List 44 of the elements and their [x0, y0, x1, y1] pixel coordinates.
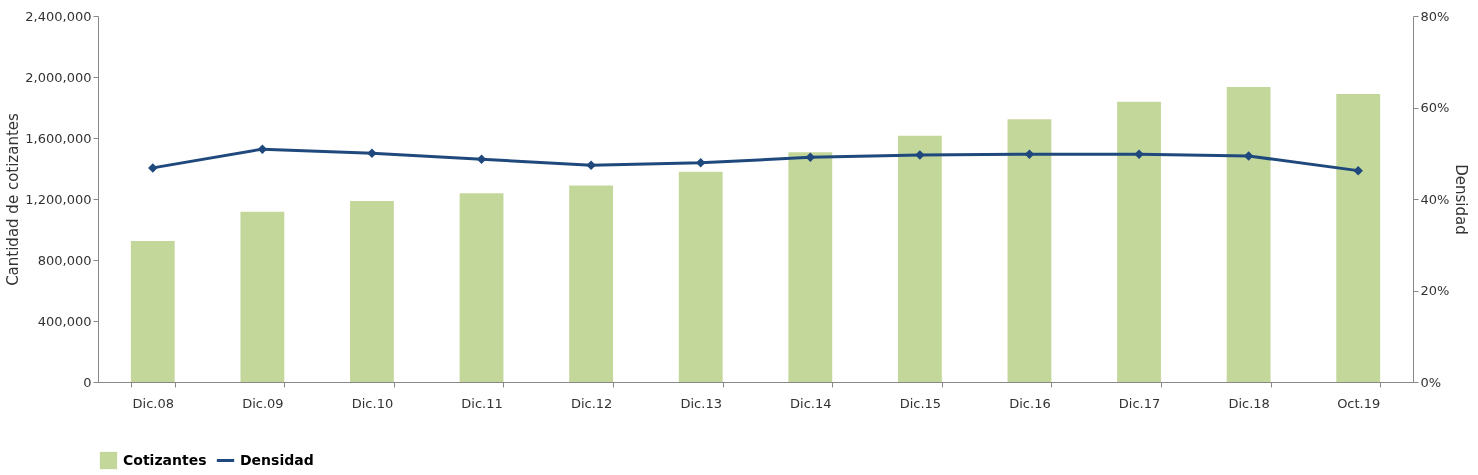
bar — [569, 185, 614, 382]
y2-tick-label: 0% — [1420, 374, 1442, 390]
bar — [788, 152, 833, 382]
x-tick-label: Oct.19 — [1337, 395, 1381, 411]
x-tick-label: Dic.17 — [1118, 395, 1161, 411]
legend-label: Cotizantes — [123, 451, 207, 468]
y-tick-label: 2,000,000 — [25, 69, 92, 85]
x-tick-label: Dic.13 — [680, 395, 722, 411]
y-tick-label: 800,000 — [37, 252, 92, 268]
point — [1353, 165, 1363, 176]
bar — [678, 171, 723, 382]
y-tick-label: 400,000 — [37, 313, 92, 329]
x-tick-label: Dic.08 — [132, 395, 175, 411]
y-tick-label: 1,600,000 — [25, 130, 92, 146]
bar — [350, 200, 394, 382]
bar — [240, 211, 285, 382]
y2-tick-label: 40% — [1420, 191, 1450, 207]
bar — [1226, 87, 1271, 382]
y-tick-label: 0 — [83, 374, 92, 390]
bar — [130, 240, 175, 382]
y2-tick-label: 80% — [1420, 8, 1450, 24]
point — [367, 148, 377, 158]
y2-axis-title: Densidad — [1452, 164, 1471, 235]
point — [148, 163, 158, 173]
x-tick-label: Dic.12 — [570, 395, 613, 411]
x-tick-label: Dic.15 — [899, 395, 942, 411]
x-tick-label: Dic.14 — [790, 395, 832, 411]
y-tick-label: 1,200,000 — [25, 191, 92, 207]
bar — [1007, 119, 1052, 382]
x-tick-label: Dic.09 — [242, 395, 284, 411]
y2-tick-label: 60% — [1420, 100, 1450, 115]
point — [586, 160, 596, 170]
bar — [897, 135, 942, 382]
y-tick-label: 2,400,000 — [25, 8, 92, 24]
y-axis-title: Cantidad de cotizantes — [4, 112, 23, 286]
x-tick-label: Dic.18 — [1228, 395, 1270, 411]
bar — [1117, 101, 1161, 382]
legend-label: Densidad — [240, 451, 314, 468]
x-tick-label: Dic.10 — [351, 395, 394, 411]
bar — [459, 193, 504, 382]
y2-tick-label: 20% — [1420, 283, 1450, 298]
x-tick-label: Dic.11 — [461, 395, 503, 411]
x-tick-label: Dic.16 — [1009, 395, 1051, 411]
bar — [1336, 93, 1381, 382]
